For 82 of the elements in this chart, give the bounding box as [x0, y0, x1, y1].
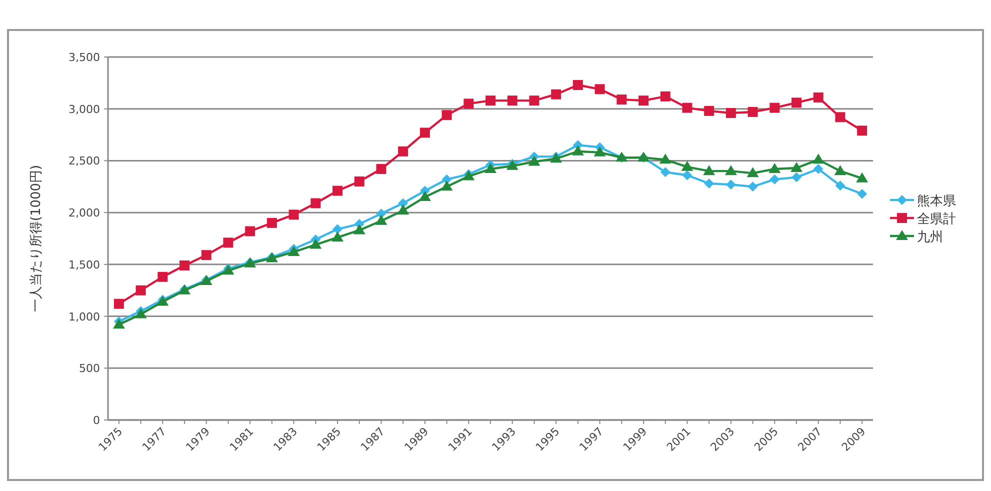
point — [835, 112, 846, 122]
point — [746, 167, 759, 178]
point — [682, 170, 692, 180]
point — [572, 145, 584, 156]
point — [704, 178, 714, 189]
legend-label: 九州 — [917, 230, 943, 245]
point — [397, 204, 410, 214]
point — [834, 165, 846, 176]
point — [551, 89, 562, 100]
y-tick-label: 2,000 — [68, 206, 100, 220]
point — [659, 154, 672, 164]
point — [332, 231, 344, 242]
point — [682, 102, 692, 113]
point — [375, 214, 388, 225]
y-axis-title: 一人当たり所得(1000円) — [29, 164, 44, 312]
point — [638, 96, 648, 106]
point — [376, 208, 386, 219]
y-tick-label: 3,000 — [68, 102, 100, 116]
point — [572, 80, 583, 90]
point — [440, 180, 453, 191]
point — [420, 128, 430, 138]
point — [288, 210, 299, 220]
point — [529, 96, 540, 106]
point — [616, 94, 627, 105]
y-tick-label: 1,000 — [68, 310, 100, 324]
point — [660, 167, 670, 178]
point — [398, 198, 408, 208]
point — [376, 164, 386, 174]
legend-label: 全県計 — [917, 212, 956, 227]
point — [136, 285, 146, 296]
point — [464, 98, 474, 109]
point — [528, 156, 540, 166]
point — [180, 260, 190, 270]
y-tick-label: 0 — [93, 414, 100, 427]
point — [813, 92, 824, 102]
point — [770, 174, 780, 184]
point — [594, 84, 605, 94]
point — [310, 238, 322, 249]
point — [792, 172, 802, 182]
point — [726, 108, 736, 118]
point — [201, 250, 212, 260]
point — [724, 165, 737, 176]
point — [813, 164, 824, 174]
point — [594, 146, 606, 156]
point — [703, 165, 716, 176]
point — [332, 224, 342, 234]
point — [704, 106, 714, 116]
point — [812, 154, 824, 164]
point — [726, 180, 736, 190]
point — [748, 106, 758, 117]
point — [486, 96, 496, 106]
point — [245, 226, 256, 236]
point — [332, 186, 342, 196]
point — [660, 91, 670, 102]
point — [223, 238, 234, 248]
point — [353, 224, 366, 234]
point — [857, 126, 868, 136]
point — [310, 198, 321, 208]
point — [112, 318, 125, 329]
y-tick-label: 1,500 — [68, 258, 100, 272]
y-tick-label: 3,500 — [68, 51, 100, 64]
point — [681, 160, 694, 171]
point — [792, 98, 802, 108]
point — [114, 298, 124, 309]
point — [790, 162, 802, 172]
point — [398, 146, 408, 156]
point — [442, 110, 452, 120]
point — [418, 191, 431, 202]
point — [856, 172, 868, 182]
point — [835, 180, 846, 191]
point — [768, 163, 781, 174]
point — [770, 102, 780, 113]
point — [266, 218, 277, 228]
legend-label: 熊本県 — [917, 194, 956, 209]
y-tick-label: 500 — [79, 362, 100, 376]
point — [484, 163, 496, 174]
point — [158, 272, 168, 282]
point — [354, 176, 364, 186]
y-tick-label: 2,500 — [68, 154, 100, 168]
point — [748, 182, 758, 192]
point — [857, 188, 868, 199]
point — [507, 96, 518, 106]
